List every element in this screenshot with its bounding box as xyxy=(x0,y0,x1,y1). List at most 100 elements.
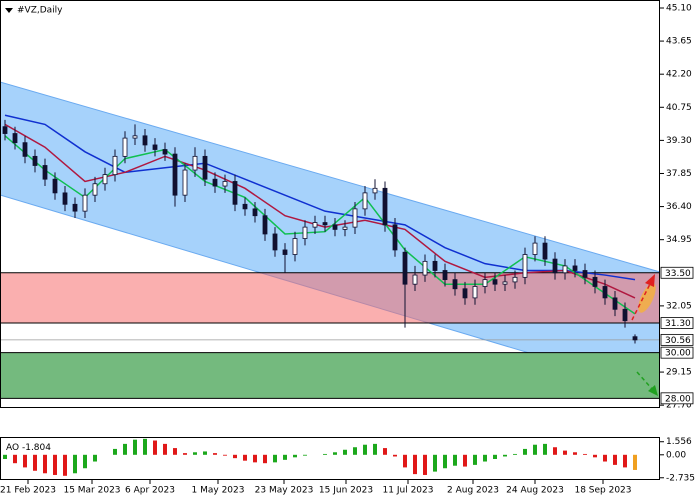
candle-body xyxy=(472,286,478,299)
level-label: 30.00 xyxy=(665,349,691,359)
candle-body xyxy=(42,165,48,180)
candle-body xyxy=(122,137,128,157)
ao-bar xyxy=(343,449,347,455)
y-tick-label: 45.10 xyxy=(666,3,692,13)
y-tick-label: 1.556 xyxy=(666,437,692,447)
y-tick-label: 29.15 xyxy=(666,368,692,378)
candle-body xyxy=(402,251,408,285)
candle-body xyxy=(132,135,138,139)
ao-bar xyxy=(463,454,467,467)
candle-body xyxy=(572,265,578,271)
level-label: 30.56 xyxy=(665,336,691,346)
ao-bar xyxy=(533,444,537,455)
ao-bar xyxy=(373,443,377,455)
candle-body xyxy=(22,142,28,157)
x-tick-label: 15 Jun 2023 xyxy=(319,486,373,496)
candle-body xyxy=(202,155,208,180)
candle-body xyxy=(182,169,188,196)
y-tick-label: 27.70 xyxy=(666,401,692,411)
ao-bar xyxy=(143,438,147,455)
candle-body xyxy=(552,258,558,274)
ao-bar xyxy=(293,454,297,458)
ao-bar xyxy=(113,448,117,455)
candle-body xyxy=(432,260,438,271)
zone xyxy=(0,352,660,399)
x-tick-label: 15 Mar 2023 xyxy=(63,486,120,496)
ao-bar xyxy=(213,453,217,455)
y-tick-label: 34.95 xyxy=(666,235,692,245)
x-tick-label: 6 Apr 2023 xyxy=(125,486,175,496)
panel-border xyxy=(0,437,660,480)
candle-body xyxy=(102,174,108,185)
menu-icon xyxy=(5,8,13,13)
ao-bar xyxy=(613,454,617,465)
ao-bar xyxy=(483,454,487,462)
ao-bar xyxy=(543,443,547,455)
y-tick-label: 42.20 xyxy=(666,70,692,80)
highlight xyxy=(638,283,656,313)
ao-bar xyxy=(83,454,87,469)
candle-body xyxy=(52,178,58,194)
ao-bar xyxy=(123,443,127,455)
ao-bar xyxy=(3,454,7,459)
candle-body xyxy=(2,126,8,134)
level-label: 33.50 xyxy=(665,269,691,279)
x-tick-label: 1 May 2023 xyxy=(192,486,245,496)
ao-bar xyxy=(303,454,307,456)
candle-body xyxy=(162,149,168,155)
level-box xyxy=(660,346,694,359)
ao-bar xyxy=(413,454,417,475)
candle-body xyxy=(12,133,18,144)
ao-bar xyxy=(153,440,157,455)
ao-bar xyxy=(423,454,427,475)
ao-bar xyxy=(283,454,287,460)
x-tick-label: 21 Feb 2023 xyxy=(0,486,56,496)
candle-body xyxy=(312,222,318,228)
candle-body xyxy=(442,270,448,281)
ao-bar xyxy=(573,452,577,455)
candle-body xyxy=(382,187,388,226)
ao-bar xyxy=(63,454,67,476)
arrowhead xyxy=(645,274,655,287)
ao-bar xyxy=(253,454,257,463)
ao-bar xyxy=(563,450,567,455)
channel-edge xyxy=(0,81,661,273)
candle-body xyxy=(562,265,568,274)
moving-average xyxy=(4,135,636,315)
zone xyxy=(0,272,660,323)
ao-bar xyxy=(203,451,207,455)
ao-bar xyxy=(243,454,247,461)
candle-body xyxy=(292,238,298,255)
ao-bar xyxy=(133,439,137,455)
candle-body xyxy=(232,181,238,205)
indicator-name: AO xyxy=(6,443,19,453)
level-box xyxy=(660,333,694,346)
ao-bar xyxy=(163,443,167,455)
ao-bar xyxy=(553,447,557,455)
candle-body xyxy=(372,187,378,194)
candle-body xyxy=(342,226,348,230)
ao-bar xyxy=(263,454,267,464)
arrowhead xyxy=(648,385,658,396)
candle-body xyxy=(582,270,588,278)
candle-body xyxy=(252,208,258,217)
y-tick-label: 40.75 xyxy=(666,103,692,113)
candle-body xyxy=(222,181,228,187)
level-label: 28.00 xyxy=(665,394,691,404)
y-tick-label: 39.30 xyxy=(666,136,692,146)
ao-bar xyxy=(383,448,387,455)
y-tick-label: 37.85 xyxy=(666,169,692,179)
indicator-value: -1.804 xyxy=(22,443,51,453)
ao-bar xyxy=(583,453,587,455)
candle-body xyxy=(172,153,178,196)
y-tick-label: 43.65 xyxy=(666,37,692,47)
annotations xyxy=(631,274,658,396)
moving-average xyxy=(4,114,636,281)
arrow-up xyxy=(631,281,652,321)
candle-body xyxy=(152,144,158,150)
level-box xyxy=(660,392,694,405)
panel-border xyxy=(0,0,660,408)
candle-body xyxy=(482,279,488,287)
ao-bar xyxy=(363,444,367,455)
level-box xyxy=(660,317,694,329)
